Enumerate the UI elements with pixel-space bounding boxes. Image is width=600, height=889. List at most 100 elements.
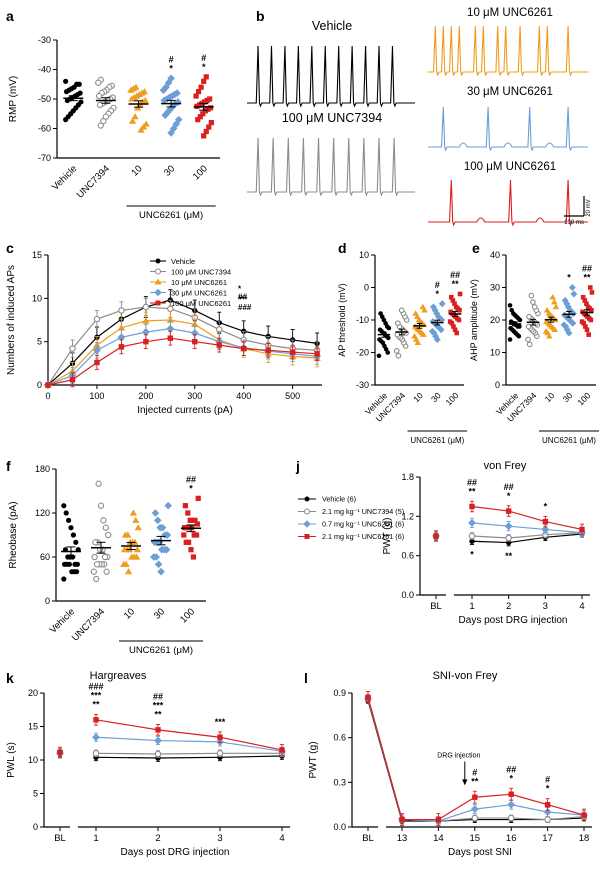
svg-text:5: 5 <box>33 789 38 799</box>
svg-text:3: 3 <box>217 833 222 844</box>
svg-text:0.3: 0.3 <box>333 777 346 787</box>
svg-text:-70: -70 <box>38 153 51 163</box>
panel-c-chart: 0 5 10 15 0 100 200 300 400 500 Injected currents … <box>6 250 322 416</box>
svg-text:*: * <box>169 63 173 73</box>
svg-text:0.9: 0.9 <box>333 688 346 698</box>
svg-text:0: 0 <box>364 283 369 293</box>
svg-text:#: # <box>201 53 206 63</box>
svg-text:10 μM UNC6261: 10 μM UNC6261 <box>171 278 227 287</box>
svg-text:100 μM UNC7394: 100 μM UNC7394 <box>282 111 382 125</box>
svg-text:BL: BL <box>54 833 66 844</box>
svg-text:Vehicle: Vehicle <box>50 163 79 192</box>
panel-letter-k: k <box>6 670 14 686</box>
svg-text:10: 10 <box>28 755 38 765</box>
panel-e-ahp-amplitude-scatter: 0 10 20 30 40 AHP amplitude (mV) Vehicle UNC739… <box>468 235 600 455</box>
panel-letter-c: c <box>6 240 14 256</box>
svg-text:10: 10 <box>490 348 500 358</box>
svg-text:**: ** <box>154 709 162 719</box>
svg-text:17: 17 <box>542 833 553 844</box>
svg-text:###: ### <box>88 681 103 691</box>
svg-text:*: * <box>507 491 511 501</box>
svg-text:***: *** <box>153 700 164 710</box>
panel-j-chart: 0.0 0.6 1.2 1.8 BL 1 2 3 4 Days post DRG injectio… <box>298 460 590 626</box>
svg-text:**: ** <box>92 699 100 709</box>
svg-text:##: ## <box>582 264 592 274</box>
svg-text:Rheobase (pA): Rheobase (pA) <box>8 501 19 568</box>
svg-text:20: 20 <box>28 688 38 698</box>
svg-text:500: 500 <box>285 391 300 401</box>
svg-text:DRG injection: DRG injection <box>437 752 480 759</box>
panel-k-chart: 0 5 10 15 20 BL 1 2 3 4 Days post DRG injection PWL… <box>6 670 290 858</box>
svg-text:3: 3 <box>543 601 548 612</box>
panel-j-von-frey-line: 0.0 0.6 1.2 1.8 BL 1 2 3 4 Days post DRG injectio… <box>212 455 600 667</box>
svg-text:2.1 mg kg⁻¹ UNC7394 (5): 2.1 mg kg⁻¹ UNC7394 (5) <box>322 507 404 516</box>
svg-text:0: 0 <box>495 380 500 390</box>
svg-text:-30: -30 <box>38 35 51 45</box>
svg-text:30: 30 <box>490 283 500 293</box>
svg-text:0.0: 0.0 <box>401 590 414 600</box>
panel-k-hargreaves-line: 0 5 10 15 20 BL 1 2 3 4 Days post DRG injection PWL… <box>0 667 300 889</box>
svg-text:##: ## <box>504 482 514 492</box>
panel-c-induced-aps-line: 0 5 10 15 0 100 200 300 400 500 Injected currents … <box>0 235 335 455</box>
svg-text:400: 400 <box>236 391 251 401</box>
svg-text:2: 2 <box>506 601 511 612</box>
svg-text:***: *** <box>91 690 102 700</box>
svg-text:15: 15 <box>28 722 38 732</box>
svg-text:30 μM UNC6261: 30 μM UNC6261 <box>467 86 553 98</box>
svg-text:2: 2 <box>155 833 160 844</box>
svg-text:BL: BL <box>430 601 442 612</box>
svg-text:RMP (mV): RMP (mV) <box>8 76 19 122</box>
svg-text:UNC7394: UNC7394 <box>75 163 112 200</box>
svg-text:*: * <box>546 784 550 794</box>
svg-text:***: *** <box>238 295 248 304</box>
svg-text:##: ## <box>186 474 196 484</box>
panel-letter-a: a <box>6 8 14 24</box>
svg-text:**: ** <box>468 486 476 496</box>
svg-text:Days post DRG injection: Days post DRG injection <box>459 615 568 626</box>
svg-text:30: 30 <box>152 606 167 621</box>
svg-text:UNC7394: UNC7394 <box>70 606 107 643</box>
svg-text:18: 18 <box>579 833 590 844</box>
svg-text:##: ## <box>450 270 460 280</box>
svg-text:Days post SNI: Days post SNI <box>448 847 512 858</box>
svg-text:10 μM UNC6261: 10 μM UNC6261 <box>467 7 553 19</box>
panel-a-rmp-scatter: -70 -60 -50 -40 -30 RMP (mV) Vehicle UNC7394 10 #… <box>0 0 232 235</box>
panel-l-sni-von-frey-line: 0.0 0.3 0.6 0.9 BL 13 14 15 16 17 18 Days post SNI P… <box>300 667 600 889</box>
svg-text:von Frey: von Frey <box>484 460 527 472</box>
panel-b-chart: Vehicle 100 μM UNC7394 10 μM UNC6261 30 μM … <box>247 7 592 227</box>
svg-text:13: 13 <box>397 833 408 844</box>
svg-text:-40: -40 <box>38 65 51 75</box>
svg-text:##: ## <box>238 293 247 302</box>
svg-text:5: 5 <box>37 337 42 347</box>
svg-text:**: ** <box>505 551 513 561</box>
svg-text:10: 10 <box>411 390 425 404</box>
svg-text:**: ** <box>583 273 591 283</box>
svg-text:##: ## <box>153 691 163 701</box>
svg-text:Vehicle: Vehicle <box>312 19 352 33</box>
svg-text:120: 120 <box>35 508 50 518</box>
svg-text:AHP amplitude (mV): AHP amplitude (mV) <box>469 279 479 361</box>
svg-text:*: * <box>238 285 242 294</box>
svg-text:**: ** <box>471 776 479 786</box>
svg-text:#: # <box>169 54 174 64</box>
panel-letter-d: d <box>338 240 347 256</box>
svg-text:Vehicle (6): Vehicle (6) <box>322 495 356 504</box>
panel-letter-e: e <box>472 240 480 256</box>
svg-text:100 ms: 100 ms <box>564 220 584 226</box>
svg-text:100: 100 <box>443 390 460 407</box>
svg-text:1: 1 <box>469 601 474 612</box>
svg-text:#: # <box>472 767 477 777</box>
svg-text:100 μM UNC7394: 100 μM UNC7394 <box>171 268 231 277</box>
svg-text:2.1 mg kg⁻¹ UNC6261 (6): 2.1 mg kg⁻¹ UNC6261 (6) <box>322 532 404 541</box>
svg-text:10: 10 <box>122 606 137 621</box>
svg-text:30 μM UNC6261: 30 μM UNC6261 <box>171 289 227 298</box>
svg-text:Hargreaves: Hargreaves <box>90 670 147 682</box>
svg-text:15: 15 <box>470 833 481 844</box>
svg-text:UNC6261 (μM): UNC6261 (μM) <box>129 645 193 656</box>
svg-text:SNI-von Frey: SNI-von Frey <box>433 670 498 682</box>
svg-text:15: 15 <box>32 250 42 260</box>
svg-text:PWT (g): PWT (g) <box>308 741 319 778</box>
